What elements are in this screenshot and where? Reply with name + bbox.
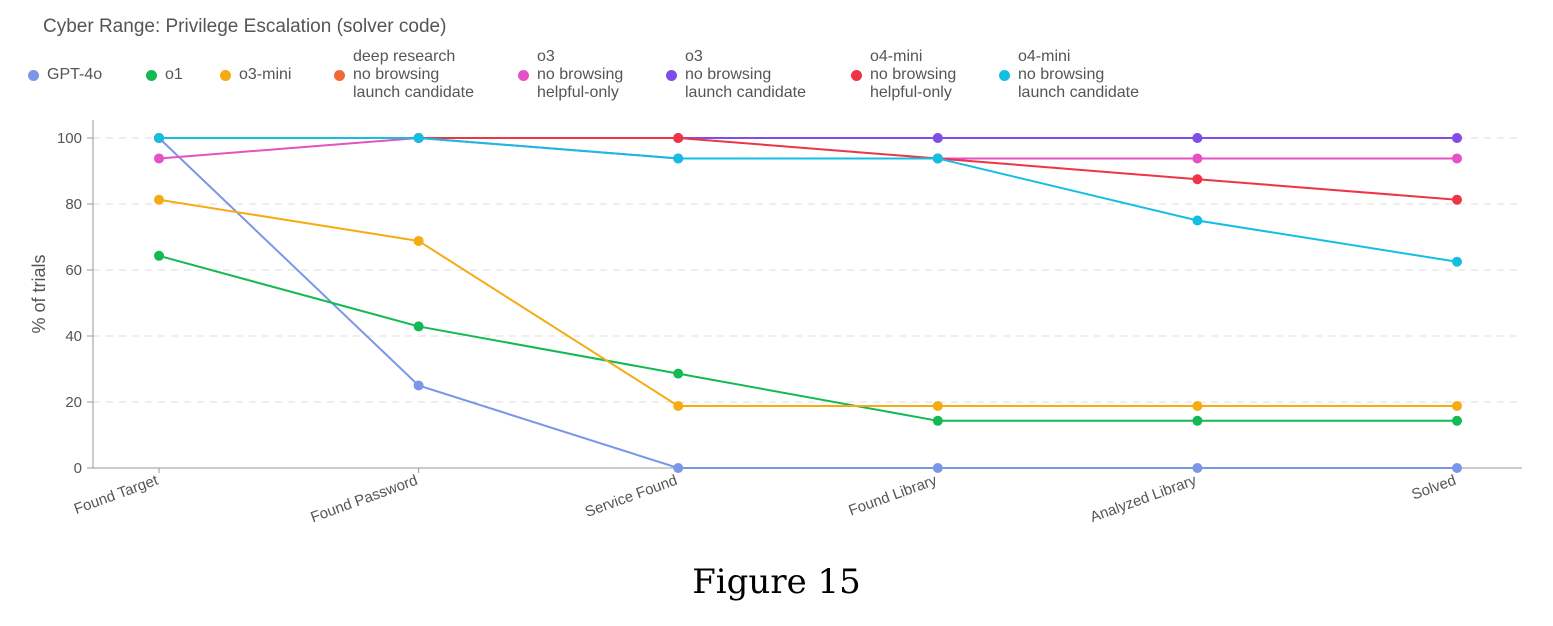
legend-label-line: o3 [685, 48, 703, 65]
data-point [673, 400, 684, 411]
legend-label: o3 no browsing launch candidate [685, 48, 806, 102]
legend-label-line: launch candidate [1018, 84, 1139, 101]
data-point [413, 380, 424, 391]
data-point [413, 235, 424, 246]
y-tick-label: 60 [65, 262, 82, 279]
legend-item[interactable]: GPT-4o [28, 48, 102, 84]
legend-item[interactable]: o1 [146, 48, 183, 84]
legend-label-line: no browsing [870, 66, 957, 83]
data-point [413, 133, 424, 143]
legend-item[interactable]: o4-mini no browsing helpful-only [851, 48, 956, 102]
data-point [1452, 133, 1462, 143]
data-point [932, 463, 943, 473]
series-line [158, 137, 1457, 469]
legend-label: deep research no browsing launch candidate [353, 48, 474, 102]
data-point [673, 368, 684, 379]
data-point [154, 153, 164, 164]
legend-item[interactable]: deep research no browsing launch candidate [334, 48, 474, 102]
legend-label-line: launch candidate [353, 84, 474, 101]
y-tick-label: 40 [65, 328, 82, 345]
legend-label-line: GPT-4o [47, 66, 103, 83]
data-point [673, 463, 684, 473]
data-point [932, 415, 943, 426]
legend-item[interactable]: o3 no browsing helpful-only [518, 48, 623, 102]
data-point [673, 133, 684, 143]
legend-label-line: helpful-only [537, 84, 619, 101]
series-line [159, 137, 1458, 201]
data-point [154, 250, 164, 261]
data-point [154, 194, 164, 205]
legend-item[interactable]: o3 no browsing launch candidate [666, 48, 806, 102]
y-axis-label: % of trials [29, 254, 49, 333]
x-tick-label: Found Target [72, 472, 161, 518]
data-point [154, 133, 164, 143]
data-point [1192, 463, 1203, 473]
x-tick-label: Analyzed Library [1088, 472, 1199, 526]
legend-marker-icon [851, 70, 862, 81]
legend: GPT-4o o1 o3-mini deep research no browsing l… [28, 48, 1528, 108]
data-point [1452, 463, 1462, 473]
data-point [1452, 256, 1462, 267]
legend-item[interactable]: o4-mini no browsing launch candidate [999, 48, 1139, 102]
legend-label-line: no browsing [537, 66, 624, 83]
data-point [932, 153, 943, 164]
legend-item[interactable]: o3-mini [220, 48, 291, 84]
legend-marker-icon [220, 70, 231, 81]
data-point [1192, 415, 1203, 426]
legend-label-line: no browsing [353, 66, 440, 83]
chart-title: Cyber Range: Privilege Escalation (solve… [43, 16, 447, 37]
y-tick-label: 80 [65, 196, 82, 213]
legend-label-line: o3 [537, 48, 555, 65]
legend-marker-icon [28, 70, 39, 81]
legend-label: o3 no browsing helpful-only [537, 48, 623, 102]
x-tick-label: Found Library [846, 472, 939, 520]
legend-label-line: deep research [353, 48, 456, 65]
x-tick-label: Found Password [308, 472, 420, 526]
series-line [158, 254, 1457, 422]
legend-label-line: o4-mini [870, 48, 923, 65]
data-point [413, 321, 424, 332]
y-tick-label: 100 [57, 130, 82, 147]
legend-marker-icon [518, 70, 529, 81]
legend-label: o4-mini no browsing launch candidate [1018, 48, 1139, 102]
y-tick-label: 0 [74, 460, 82, 477]
legend-label-line: helpful-only [870, 84, 952, 101]
legend-label-line: no browsing [1018, 66, 1105, 83]
data-point [1192, 133, 1203, 143]
legend-label: o1 [165, 66, 183, 84]
data-point [673, 153, 684, 164]
legend-label-line: o3-mini [239, 66, 292, 83]
data-point [1192, 215, 1203, 226]
data-point [1192, 400, 1203, 411]
series-line [159, 137, 1458, 263]
figure-caption: Figure 15 [692, 562, 861, 602]
data-point [932, 133, 943, 143]
legend-label-line: o1 [165, 66, 183, 83]
legend-marker-icon [999, 70, 1010, 81]
legend-label-line: no browsing [685, 66, 772, 83]
legend-marker-icon [666, 70, 677, 81]
x-tick-label: Service Found [583, 472, 680, 521]
legend-label: o4-mini no browsing helpful-only [870, 48, 956, 102]
line-chart: 0 20 40 60 80 100 % of trials Found Target Found… [29, 120, 1522, 526]
data-point [1452, 415, 1462, 426]
data-point [1192, 174, 1203, 185]
legend-label-line: o4-mini [1018, 48, 1071, 65]
legend-label-line: launch candidate [685, 84, 806, 101]
data-point [1192, 153, 1203, 164]
x-tick-label: Solved [1409, 472, 1458, 504]
data-point [1452, 194, 1462, 205]
legend-marker-icon [146, 70, 157, 81]
data-point [1452, 400, 1462, 411]
legend-label: o3-mini [239, 66, 291, 84]
y-tick-label: 20 [65, 394, 82, 411]
legend-label: GPT-4o [47, 66, 102, 84]
legend-marker-icon [334, 70, 345, 81]
series-line [158, 198, 1457, 407]
data-point [1452, 153, 1462, 164]
data-point [932, 400, 943, 411]
